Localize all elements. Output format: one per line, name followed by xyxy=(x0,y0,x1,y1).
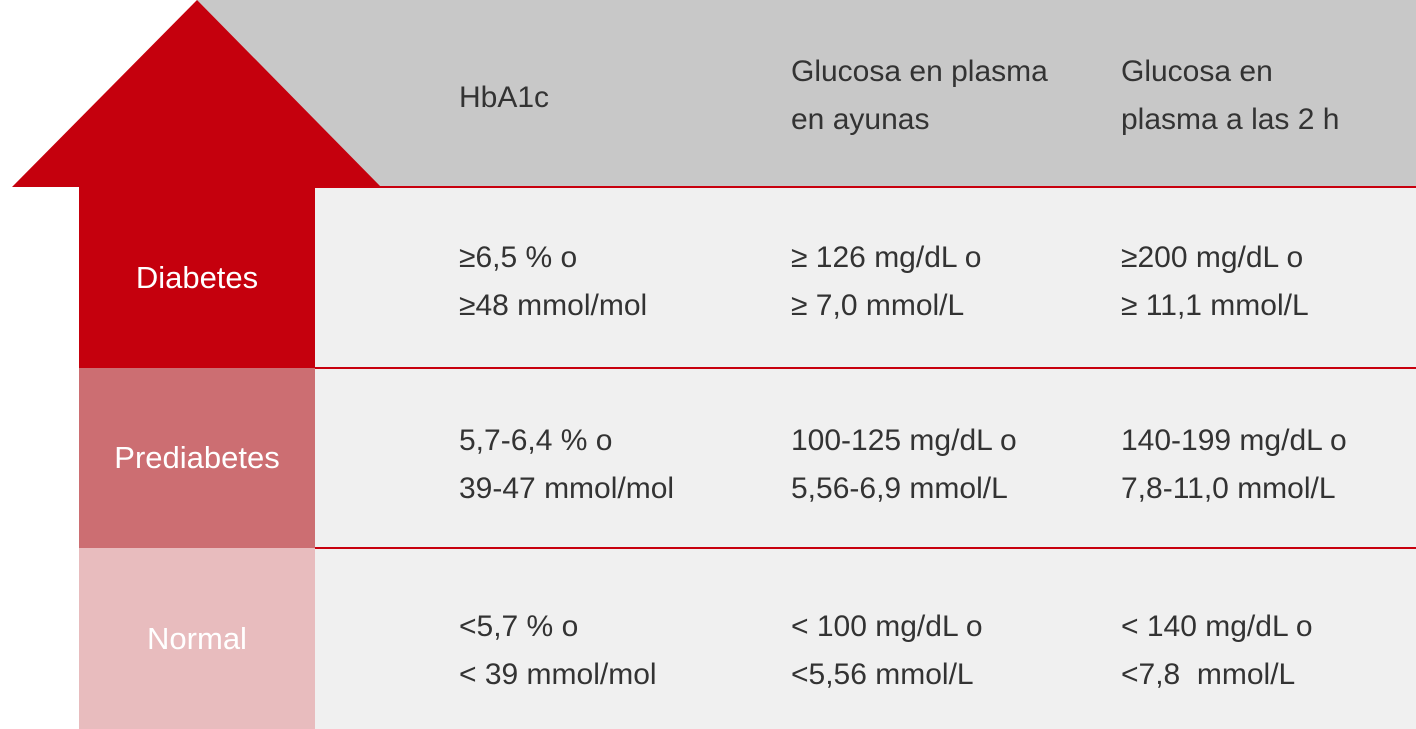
cell-line: ≥6,5 % o xyxy=(459,241,578,274)
col-header-2h: Glucosa en plasma a las 2 h xyxy=(1121,48,1339,144)
label-prediabetes: Prediabetes xyxy=(79,368,315,548)
col-header-line: en ayunas xyxy=(791,103,930,136)
cell-line: <5,7 % o xyxy=(459,610,579,643)
arrow-up-icon xyxy=(12,0,381,187)
cell-line: ≥ 11,1 mmol/L xyxy=(1121,289,1309,322)
table-cell: ≥ 126 mg/dL o ≥ 7,0 mmol/L xyxy=(791,234,981,330)
col-header-line: Glucosa en plasma xyxy=(791,55,1048,88)
table-row-prediabetes xyxy=(315,367,1416,549)
cell-line: 140-199 mg/dL o xyxy=(1121,424,1347,457)
cell-line: ≥ 126 mg/dL o xyxy=(791,241,982,274)
cell-line: 5,56-6,9 mmol/L xyxy=(791,472,1008,505)
table-row-normal xyxy=(315,547,1416,729)
table-cell: < 140 mg/dL o <7,8 mmol/L xyxy=(1121,603,1313,699)
col-header-fasting: Glucosa en plasma en ayunas xyxy=(791,48,1048,144)
cell-line: ≥ 7,0 mmol/L xyxy=(791,289,965,322)
cell-line: <5,56 mmol/L xyxy=(791,658,974,691)
cell-line: < 39 mmol/mol xyxy=(459,658,657,691)
table-cell: 100-125 mg/dL o 5,56-6,9 mmol/L xyxy=(791,417,1017,513)
cell-line: < 100 mg/dL o xyxy=(791,610,983,643)
col-header-line: Glucosa en xyxy=(1121,55,1273,88)
table-cell: < 100 mg/dL o <5,56 mmol/L xyxy=(791,603,983,699)
cell-line: ≥200 mg/dL o xyxy=(1121,241,1304,274)
label-normal: Normal xyxy=(79,548,315,729)
table-cell: <5,7 % o < 39 mmol/mol xyxy=(459,603,657,699)
table-cell: ≥6,5 % o ≥48 mmol/mol xyxy=(459,234,647,330)
label-diabetes: Diabetes xyxy=(79,187,315,368)
table-cell: 140-199 mg/dL o 7,8-11,0 mmol/L xyxy=(1121,417,1347,513)
table-row-diabetes xyxy=(315,186,1416,369)
cell-line: 7,8-11,0 mmol/L xyxy=(1121,472,1336,505)
cell-line: <7,8 mmol/L xyxy=(1121,658,1296,691)
cell-line: ≥48 mmol/mol xyxy=(459,289,648,322)
cell-line: 100-125 mg/dL o xyxy=(791,424,1017,457)
table-cell: ≥200 mg/dL o ≥ 11,1 mmol/L xyxy=(1121,234,1309,330)
cell-line: 5,7-6,4 % o xyxy=(459,424,613,457)
col-header-hba1c: HbA1c xyxy=(459,81,550,114)
col-header-line: plasma a las 2 h xyxy=(1121,103,1340,136)
cell-line: < 140 mg/dL o xyxy=(1121,610,1313,643)
cell-line: 39-47 mmol/mol xyxy=(459,472,675,505)
header-band xyxy=(197,0,1416,187)
table-cell: 5,7-6,4 % o 39-47 mmol/mol xyxy=(459,417,674,513)
